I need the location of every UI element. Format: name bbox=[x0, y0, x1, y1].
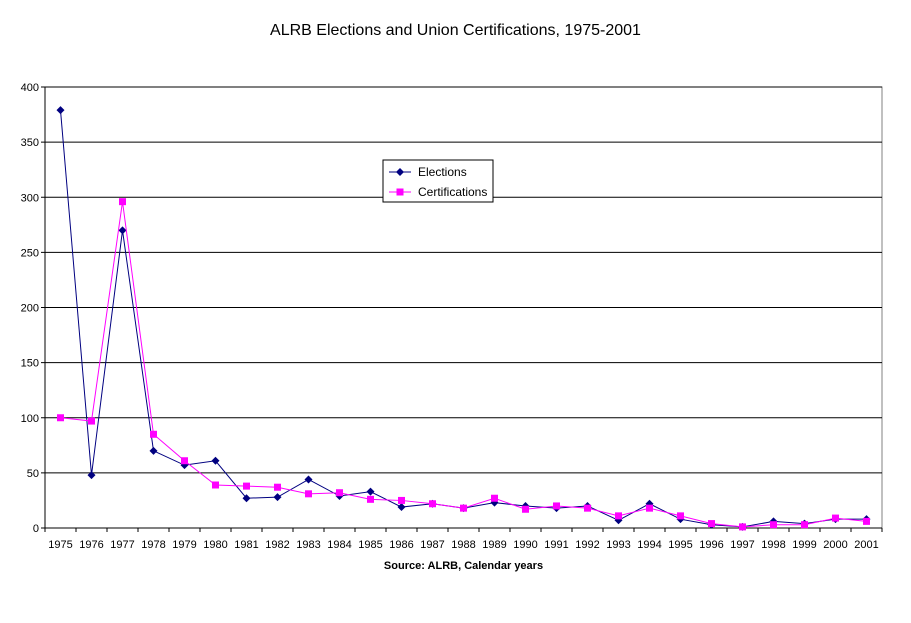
certifications-point bbox=[212, 481, 219, 489]
certifications-point bbox=[398, 496, 405, 504]
x-tick-label: 2000 bbox=[823, 539, 847, 551]
x-tick-label: 1982 bbox=[265, 539, 289, 551]
x-tick-label: 1979 bbox=[172, 539, 196, 551]
certifications-point bbox=[863, 517, 870, 525]
x-axis-label: Source: ALRB, Calendar years bbox=[384, 560, 543, 572]
y-tick-label: 250 bbox=[21, 247, 39, 259]
x-tick-label: 1989 bbox=[482, 539, 506, 551]
x-tick-label: 1977 bbox=[110, 539, 134, 551]
legend-marker-elections bbox=[396, 168, 404, 176]
certifications-point bbox=[646, 504, 653, 512]
y-tick-label: 300 bbox=[21, 192, 39, 204]
x-tick-label: 1983 bbox=[296, 539, 320, 551]
certifications-point bbox=[305, 490, 312, 498]
x-tick-label: 1981 bbox=[234, 539, 258, 551]
x-tick-label: 1990 bbox=[513, 539, 537, 551]
x-tick-label: 1976 bbox=[79, 539, 103, 551]
x-tick-label: 1998 bbox=[761, 539, 785, 551]
certifications-point bbox=[150, 430, 157, 438]
certifications-point bbox=[367, 495, 374, 503]
y-tick-label: 150 bbox=[21, 358, 39, 370]
y-tick-label: 0 bbox=[33, 523, 39, 535]
certifications-point bbox=[274, 483, 281, 491]
elections-point bbox=[118, 226, 127, 235]
certifications-point bbox=[615, 512, 622, 520]
certifications-point bbox=[181, 457, 188, 465]
x-tick-label: 1985 bbox=[358, 539, 382, 551]
x-tick-label: 1984 bbox=[327, 539, 351, 551]
x-tick-label: 1980 bbox=[203, 539, 227, 551]
x-tick-label: 1995 bbox=[668, 539, 692, 551]
elections-point bbox=[366, 487, 375, 496]
elections-point bbox=[56, 106, 65, 115]
certifications-point bbox=[119, 198, 126, 206]
y-tick-label: 50 bbox=[27, 468, 39, 480]
elections-point bbox=[149, 446, 158, 455]
y-tick-label: 400 bbox=[21, 82, 39, 94]
x-tick-label: 1992 bbox=[575, 539, 599, 551]
certifications-point bbox=[243, 482, 250, 490]
certifications-point bbox=[522, 505, 529, 513]
legend-marker-certifications bbox=[396, 188, 404, 196]
certifications-point bbox=[801, 521, 808, 529]
certifications-point bbox=[491, 494, 498, 502]
elections-point bbox=[273, 493, 282, 502]
certifications-point bbox=[57, 414, 64, 422]
y-tick-label: 200 bbox=[21, 303, 39, 315]
certifications-point bbox=[429, 500, 436, 508]
x-tick-label: 1997 bbox=[730, 539, 754, 551]
x-tick-label: 1991 bbox=[544, 539, 568, 551]
x-tick-label: 1986 bbox=[389, 539, 413, 551]
x-tick-label: 1993 bbox=[606, 539, 630, 551]
chart-title: ALRB Elections and Union Certifications,… bbox=[270, 22, 641, 39]
elections-point bbox=[397, 503, 406, 512]
x-tick-label: 1996 bbox=[699, 539, 723, 551]
elections-point bbox=[242, 494, 251, 503]
x-tick-label: 1987 bbox=[420, 539, 444, 551]
elections-point bbox=[211, 456, 220, 465]
certifications-point bbox=[584, 504, 591, 512]
certifications-point bbox=[708, 520, 715, 528]
legend-label-certifications: Certifications bbox=[418, 185, 487, 199]
certifications-point bbox=[553, 502, 560, 510]
certifications-point bbox=[336, 489, 343, 497]
elections-point bbox=[304, 475, 313, 484]
certifications-point bbox=[739, 523, 746, 531]
y-tick-label: 100 bbox=[21, 413, 39, 425]
y-tick-label: 350 bbox=[21, 137, 39, 149]
legend-label-elections: Elections bbox=[418, 165, 467, 179]
x-tick-label: 1975 bbox=[48, 539, 72, 551]
certifications-point bbox=[88, 417, 95, 425]
x-tick-label: 1999 bbox=[792, 539, 816, 551]
certifications-point bbox=[832, 514, 839, 522]
elections-point bbox=[87, 471, 96, 480]
legend: Elections Certifications bbox=[382, 159, 494, 203]
x-axis-ticks: 1975 1976 1977 1978 1979 1980 1981 1982 1983 1984… bbox=[44, 528, 883, 551]
x-tick-label: 1994 bbox=[637, 539, 661, 551]
certifications-point bbox=[460, 504, 467, 512]
y-axis-ticks: 0 50 100 150 200 250 300 350 400 bbox=[21, 82, 882, 535]
x-tick-label: 2001 bbox=[854, 539, 878, 551]
series-group bbox=[56, 106, 871, 531]
certifications-point bbox=[677, 512, 684, 520]
certifications-point bbox=[770, 521, 777, 529]
x-tick-label: 1988 bbox=[451, 539, 475, 551]
gridlines bbox=[45, 86, 882, 474]
x-tick-label: 1978 bbox=[141, 539, 165, 551]
